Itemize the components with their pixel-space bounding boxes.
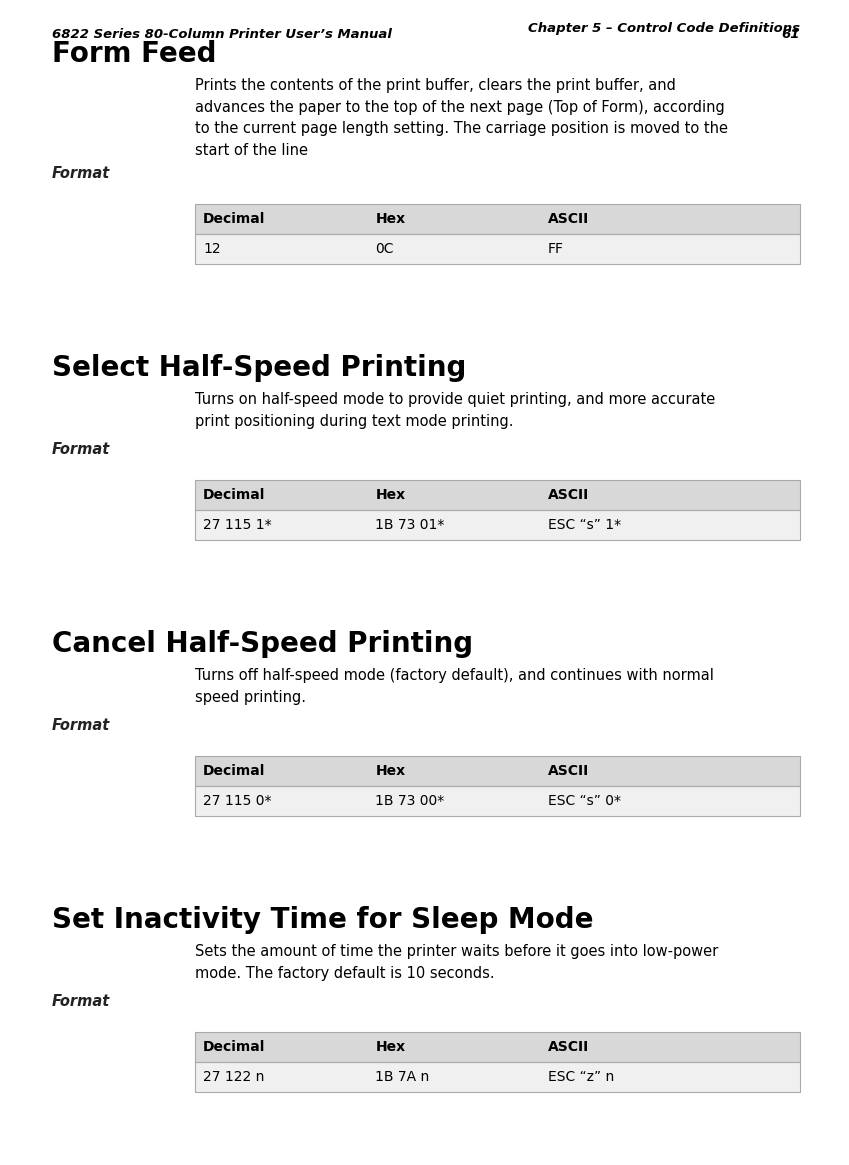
Bar — [195, 204, 800, 234]
Bar — [195, 480, 800, 510]
Bar — [195, 510, 800, 541]
Bar — [195, 1032, 800, 1062]
Bar — [195, 234, 800, 264]
Text: Decimal: Decimal — [203, 212, 266, 226]
Text: 61: 61 — [781, 28, 800, 41]
Text: Decimal: Decimal — [203, 1040, 266, 1054]
Text: Turns on half-speed mode to provide quiet printing, and more accurate
print posi: Turns on half-speed mode to provide quie… — [195, 391, 715, 429]
Text: ASCII: ASCII — [548, 212, 589, 226]
Bar — [195, 786, 800, 815]
Text: Chapter 5 – Control Code Definitions: Chapter 5 – Control Code Definitions — [528, 22, 800, 35]
Text: Hex: Hex — [375, 764, 406, 778]
Text: FF: FF — [548, 242, 564, 256]
Bar — [195, 756, 800, 786]
Text: Hex: Hex — [375, 1040, 406, 1054]
Text: ESC “z” n: ESC “z” n — [548, 1069, 614, 1083]
Text: Hex: Hex — [375, 488, 406, 502]
Text: ASCII: ASCII — [548, 764, 589, 778]
Text: Hex: Hex — [375, 212, 406, 226]
Text: Decimal: Decimal — [203, 764, 266, 778]
Text: ESC “s” 0*: ESC “s” 0* — [548, 795, 621, 809]
Text: Format: Format — [52, 994, 110, 1009]
Text: Decimal: Decimal — [203, 488, 266, 502]
Bar — [195, 510, 800, 541]
Text: Select Half-Speed Printing: Select Half-Speed Printing — [52, 354, 466, 382]
Bar — [195, 1062, 800, 1092]
Text: Cancel Half-Speed Printing: Cancel Half-Speed Printing — [52, 630, 473, 658]
Text: Set Inactivity Time for Sleep Mode: Set Inactivity Time for Sleep Mode — [52, 906, 593, 934]
Text: 27 122 n: 27 122 n — [203, 1069, 264, 1083]
Text: Format: Format — [52, 442, 110, 457]
Bar — [195, 204, 800, 234]
Text: Sets the amount of time the printer waits before it goes into low-power
mode. Th: Sets the amount of time the printer wait… — [195, 944, 718, 981]
Text: Prints the contents of the print buffer, clears the print buffer, and
advances t: Prints the contents of the print buffer,… — [195, 78, 728, 157]
Text: Format: Format — [52, 718, 110, 733]
Text: Form Feed: Form Feed — [52, 40, 216, 68]
Text: Turns off half-speed mode (factory default), and continues with normal
speed pri: Turns off half-speed mode (factory defau… — [195, 668, 714, 705]
Text: 0C: 0C — [375, 242, 394, 256]
Text: ASCII: ASCII — [548, 488, 589, 502]
Text: 27 115 1*: 27 115 1* — [203, 518, 272, 532]
Text: ASCII: ASCII — [548, 1040, 589, 1054]
Bar — [195, 786, 800, 815]
Text: 1B 7A n: 1B 7A n — [375, 1069, 430, 1083]
Bar — [195, 480, 800, 510]
Text: 12: 12 — [203, 242, 221, 256]
Text: 1B 73 00*: 1B 73 00* — [375, 795, 445, 809]
Bar — [195, 234, 800, 264]
Text: 1B 73 01*: 1B 73 01* — [375, 518, 445, 532]
Bar — [195, 756, 800, 786]
Text: ESC “s” 1*: ESC “s” 1* — [548, 518, 621, 532]
Text: 6822 Series 80-Column Printer User’s Manual: 6822 Series 80-Column Printer User’s Man… — [52, 28, 392, 41]
Text: 27 115 0*: 27 115 0* — [203, 795, 272, 809]
Text: Format: Format — [52, 165, 110, 181]
Bar — [195, 1062, 800, 1092]
Bar — [195, 1032, 800, 1062]
